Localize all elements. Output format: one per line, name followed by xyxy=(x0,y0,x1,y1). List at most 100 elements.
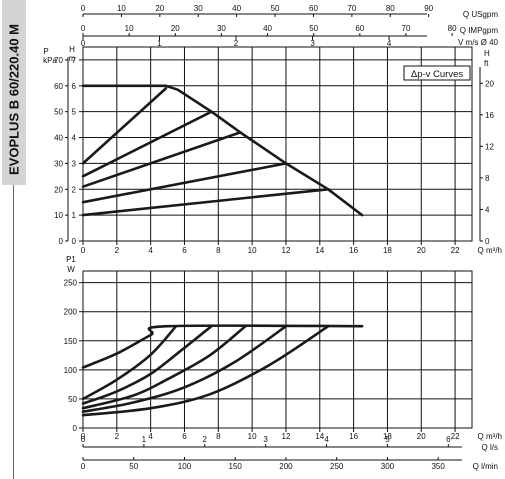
lower-x-tick-label: 6 xyxy=(182,432,187,441)
watt-tick-label: 150 xyxy=(64,337,78,346)
power-curve-4 xyxy=(81,324,247,410)
lower-x-tick-label: 8 xyxy=(216,432,221,441)
lpm-axis-tick-label: 300 xyxy=(381,462,395,471)
lower-x-tick-label: 2 xyxy=(115,432,120,441)
power-curve-2 xyxy=(81,324,178,401)
lower-x-tick-label: 16 xyxy=(349,432,358,441)
lpm-axis-tick-label: 250 xyxy=(330,462,344,471)
upper-x-tick-label: 18 xyxy=(383,246,392,255)
h-m-tick-label: 0 xyxy=(72,237,77,246)
watt-tick-label: 50 xyxy=(68,395,77,404)
lower-x-tick-label: 14 xyxy=(315,432,324,441)
ft-axis-label: H xyxy=(484,49,490,58)
lps-axis-tick-label: 2 xyxy=(203,435,208,444)
upper-x-tick-label: 6 xyxy=(182,246,187,255)
lpm-axis-tick-label: 150 xyxy=(229,462,243,471)
us-gpm-axis-label: Q USgpm xyxy=(463,10,498,19)
upper-x-tick-label: 8 xyxy=(216,246,221,255)
h-m-tick-label: 5 xyxy=(72,108,77,117)
watt-tick-label: 100 xyxy=(64,366,78,375)
kpa-tick-label: 10 xyxy=(54,211,63,220)
us-gpm-axis-tick-label: 20 xyxy=(155,4,164,13)
imp-gpm-axis-label: Q IMPgpm xyxy=(460,26,499,35)
h-m-axis-unit: m xyxy=(69,54,76,63)
us-gpm-axis-tick-label: 50 xyxy=(271,4,280,13)
ft-tick-label: 4 xyxy=(485,205,490,214)
velocity-axis-tick-label: 4 xyxy=(387,39,392,48)
upper-x-tick-label: 12 xyxy=(282,246,291,255)
h-m-tick-label: 2 xyxy=(72,185,77,194)
us-gpm-axis-tick-label: 80 xyxy=(386,4,395,13)
h-m-tick-label: 3 xyxy=(72,159,77,168)
imp-gpm-axis-tick-label: 30 xyxy=(217,24,226,33)
kpa-tick-label: 20 xyxy=(54,185,63,194)
upper-x-tick-label: 16 xyxy=(349,246,358,255)
kpa-tick-label: 50 xyxy=(54,108,63,117)
head-curve-3 xyxy=(81,131,242,188)
watt-tick-label: 200 xyxy=(64,308,78,317)
upper-x-tick-label: 0 xyxy=(81,246,86,255)
us-gpm-axis-tick-label: 40 xyxy=(232,4,241,13)
legend-box-label: Δp-v Curves xyxy=(411,69,464,80)
kpa-tick-label: 70 xyxy=(54,56,63,65)
velocity-axis-tick-label: 1 xyxy=(157,39,162,48)
ft-tick-label: 0 xyxy=(485,237,490,246)
lower-x-tick-label: 12 xyxy=(282,432,291,441)
legend-box xyxy=(403,65,471,81)
upper-x-tick-label: 20 xyxy=(417,246,426,255)
watt-axis-unit: W xyxy=(67,265,75,274)
lower-x-tick-label: 22 xyxy=(451,432,460,441)
us-gpm-axis-tick-label: 10 xyxy=(117,4,126,13)
imp-gpm-axis-tick-label: 0 xyxy=(81,24,86,33)
imp-gpm-axis-tick-label: 80 xyxy=(448,24,457,33)
head-curve-1 xyxy=(81,188,330,217)
kpa-tick-label: 40 xyxy=(54,134,63,143)
upper-x-tick-label: 14 xyxy=(315,246,324,255)
head-curve-4 xyxy=(81,110,213,178)
h-m-tick-label: 7 xyxy=(72,56,77,65)
power-curve-1 xyxy=(81,324,364,369)
watt-tick-label: 250 xyxy=(64,279,78,288)
lower-x-tick-label: 20 xyxy=(417,432,426,441)
ft-tick-label: 20 xyxy=(485,79,494,88)
us-gpm-axis-tick-label: 70 xyxy=(347,4,356,13)
separator-line xyxy=(13,185,14,479)
lower-x-tick-label: 4 xyxy=(148,432,153,441)
ft-axis-unit: ft xyxy=(484,59,489,68)
lpm-axis-tick-label: 100 xyxy=(178,462,192,471)
lps-axis-tick-label: 3 xyxy=(263,435,268,444)
imp-gpm-axis-tick-label: 40 xyxy=(263,24,272,33)
ft-tick-label: 12 xyxy=(485,142,494,151)
h-m-tick-label: 1 xyxy=(72,211,77,220)
velocity-axis-tick-label: 2 xyxy=(234,39,239,48)
us-gpm-axis-tick-label: 90 xyxy=(424,4,433,13)
lps-axis-tick-label: 5 xyxy=(385,435,390,444)
lpm-axis-tick-label: 200 xyxy=(279,462,293,471)
us-gpm-axis-tick-label: 30 xyxy=(194,4,203,13)
lpm-axis-label: Q l/min xyxy=(473,462,498,471)
watt-axis-label: P1 xyxy=(66,255,76,264)
watt-tick-label: 0 xyxy=(73,424,78,433)
upper-x-tick-label: 22 xyxy=(451,246,460,255)
lpm-axis-tick-label: 50 xyxy=(129,462,138,471)
upper-x-axis-label: Q m³/h xyxy=(478,246,502,255)
velocity-axis-tick-label: 3 xyxy=(310,39,315,48)
us-gpm-axis-tick-label: 60 xyxy=(309,4,318,13)
h-m-tick-label: 4 xyxy=(72,134,77,143)
lps-axis-tick-label: 4 xyxy=(324,435,329,444)
velocity-axis-tick-label: 0 xyxy=(81,39,86,48)
imp-gpm-axis-tick-label: 70 xyxy=(402,24,411,33)
imp-gpm-axis-tick-label: 50 xyxy=(309,24,318,33)
upper-x-tick-label: 4 xyxy=(148,246,153,255)
power-curve-5 xyxy=(81,324,288,413)
imp-gpm-axis-tick-label: 10 xyxy=(125,24,134,33)
ft-tick-label: 8 xyxy=(485,174,490,183)
lpm-axis-tick-label: 0 xyxy=(81,462,86,471)
kpa-tick-label: 30 xyxy=(54,159,63,168)
h-m-tick-label: 6 xyxy=(72,82,77,91)
product-label-band: EVOPLUS B 60/220.40 M xyxy=(2,0,26,185)
lps-axis-tick-label: 1 xyxy=(142,435,147,444)
upper-x-tick-label: 10 xyxy=(248,246,257,255)
us-gpm-axis-tick-label: 0 xyxy=(81,4,86,13)
